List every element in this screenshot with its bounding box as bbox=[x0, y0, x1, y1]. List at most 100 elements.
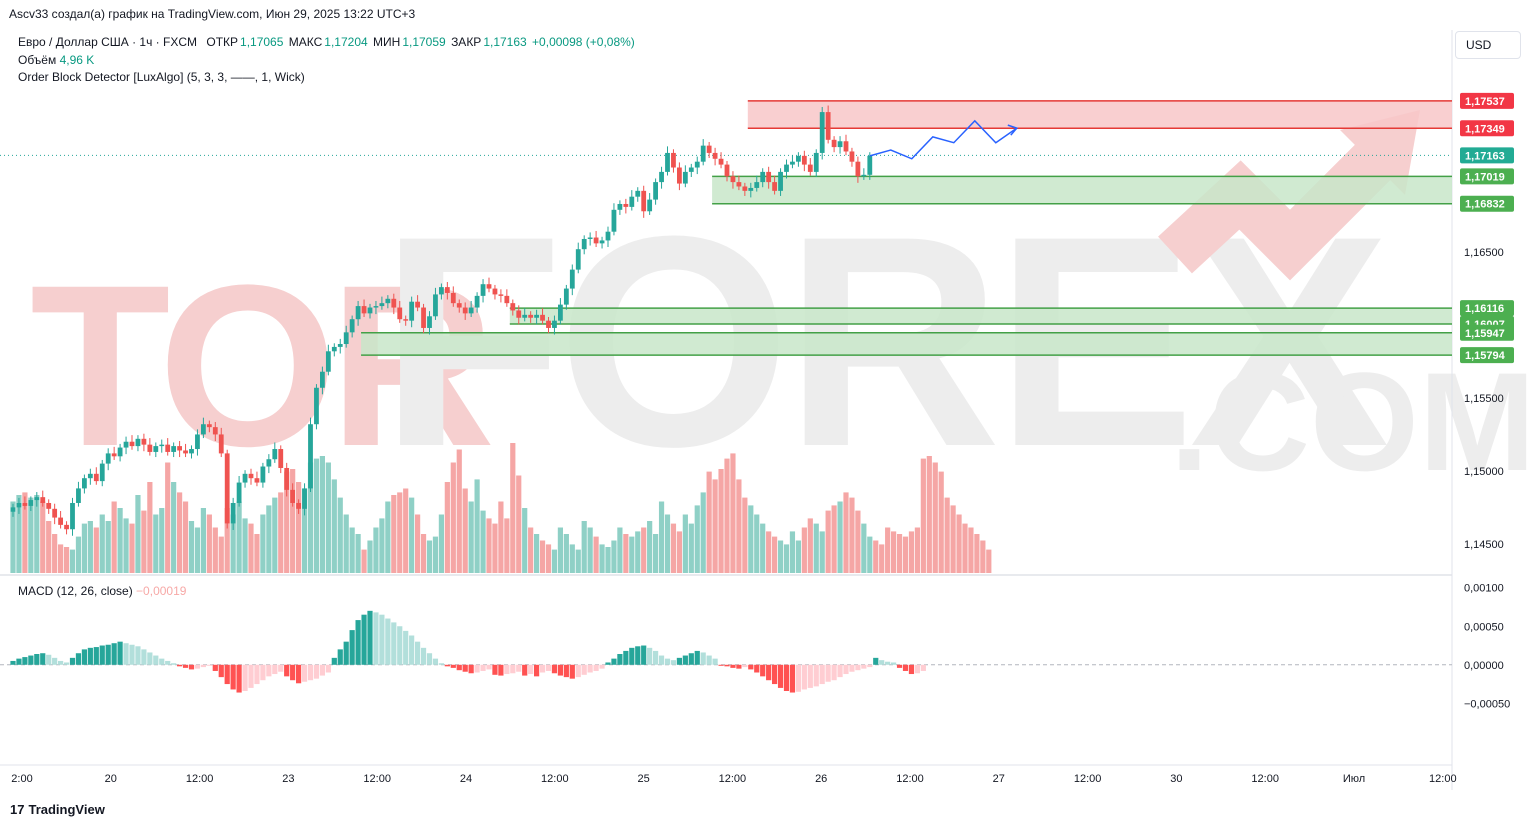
price-label-bg-3 bbox=[1460, 168, 1514, 185]
candle-body-84 bbox=[510, 303, 516, 311]
candle-body-99 bbox=[599, 240, 605, 244]
low-label: МИН bbox=[373, 35, 401, 49]
volume-bar-78 bbox=[474, 479, 480, 573]
macd-bar-83 bbox=[504, 664, 510, 675]
volume-bar-122 bbox=[736, 479, 742, 573]
candle-body-42 bbox=[260, 466, 266, 483]
candle-body-46 bbox=[284, 467, 290, 490]
macd-bar-70 bbox=[426, 653, 433, 665]
macd-bar-132 bbox=[795, 664, 801, 692]
volume-bar-61 bbox=[373, 527, 379, 573]
macd-bar-60 bbox=[367, 610, 373, 665]
volume-bar-90 bbox=[545, 544, 552, 573]
volume-bar-160 bbox=[962, 523, 968, 573]
macd-legend[interactable]: MACD (12, 26, close) −0,00019 bbox=[18, 584, 186, 598]
candle-body-125 bbox=[754, 182, 760, 188]
volume-bar-42 bbox=[260, 514, 266, 573]
candle-body-36 bbox=[224, 453, 230, 524]
indicator-legend[interactable]: Order Block Detector [LuxAlgo] (5, 3, 3,… bbox=[18, 70, 305, 84]
time-axis[interactable]: 2:00 20 12:00 23 12:00 24 12:00 25 12:00 26 12:00 2… bbox=[11, 773, 1456, 785]
symbol-legend[interactable]: Евро / Доллар США · 1ч · FXCM ОТКР 1,1706… bbox=[18, 35, 637, 49]
price-tick-3: 1,16500 bbox=[1464, 247, 1504, 259]
candle-body-59 bbox=[361, 306, 367, 314]
candle-body-27 bbox=[171, 446, 177, 452]
price-label-bg-7 bbox=[1460, 324, 1514, 341]
currency-button[interactable]: USD bbox=[1455, 31, 1521, 59]
macd-bar-71 bbox=[432, 658, 439, 665]
candle-body-88 bbox=[534, 314, 539, 318]
volume-legend[interactable]: Объём 4,96 K bbox=[18, 53, 94, 67]
candle-body-24 bbox=[153, 446, 159, 452]
macd-tick-0: 0,00100 bbox=[1464, 583, 1504, 595]
candle-body-51 bbox=[314, 387, 319, 425]
volume-bar-134 bbox=[807, 518, 813, 573]
candle-body-106 bbox=[641, 190, 647, 212]
volume-bar-21 bbox=[135, 495, 141, 573]
macd-bar-135 bbox=[813, 664, 819, 687]
volume-bar-28 bbox=[177, 492, 183, 573]
volume-bar-30 bbox=[188, 521, 195, 573]
volume-bar-151 bbox=[908, 531, 915, 573]
candle-body-94 bbox=[569, 269, 575, 289]
macd-value: −0,00019 bbox=[136, 584, 187, 598]
candle-body-83 bbox=[504, 295, 510, 304]
macd-bar-45 bbox=[278, 664, 284, 672]
candle-body-54 bbox=[331, 346, 337, 352]
macd-bar-43 bbox=[266, 664, 272, 677]
volume-bar-14 bbox=[93, 527, 99, 573]
macd-tick-3: −0,00050 bbox=[1464, 698, 1510, 710]
time-tick-4: 12:00 bbox=[363, 773, 391, 785]
macd-bar-86 bbox=[522, 664, 528, 676]
candle-body-58 bbox=[355, 306, 361, 320]
macd-bar-16 bbox=[105, 644, 111, 665]
macd-bar-44 bbox=[272, 664, 278, 675]
macd-bar-137 bbox=[825, 664, 831, 682]
macd-bar-106 bbox=[641, 645, 647, 665]
symbol-name[interactable]: Евро / Доллар США · 1ч · FXCM bbox=[18, 35, 198, 49]
candle-body-120 bbox=[724, 164, 730, 177]
macd-bar-130 bbox=[783, 664, 790, 691]
candle-body-124 bbox=[748, 187, 754, 191]
candle-body-61 bbox=[373, 306, 379, 308]
close-value: 1,17163 bbox=[483, 35, 527, 49]
macd-bar-46 bbox=[284, 664, 290, 677]
macd-bar-21 bbox=[135, 646, 141, 665]
price-axis[interactable]: 1,14500 1,15000 1,15500 1,16500 1,17537 1,173… bbox=[1460, 92, 1514, 710]
candle-body-80 bbox=[486, 284, 492, 289]
tradingview-logo[interactable]: 17 TradingView bbox=[10, 802, 105, 817]
candle-body-63 bbox=[385, 298, 391, 304]
macd-bar-51 bbox=[313, 664, 320, 679]
tradingview-brand: TradingView bbox=[28, 802, 105, 817]
candle-body-20 bbox=[129, 441, 135, 447]
volume-bar-91 bbox=[551, 549, 558, 573]
macd-bar-22 bbox=[141, 649, 147, 665]
price-label-3: 1,17019 bbox=[1465, 171, 1505, 183]
candle-body-3 bbox=[28, 500, 34, 506]
volume-bar-137 bbox=[825, 510, 831, 573]
candle-body-131 bbox=[790, 161, 795, 165]
macd-bar-74 bbox=[450, 664, 456, 668]
macd-bar-48 bbox=[296, 664, 302, 684]
macd-bar-50 bbox=[307, 664, 314, 681]
candle-body-138 bbox=[831, 139, 837, 148]
candle-body-144 bbox=[867, 155, 873, 175]
candle-body-76 bbox=[462, 307, 468, 314]
macd-bar-12 bbox=[81, 649, 87, 665]
volume-bar-32 bbox=[200, 508, 206, 573]
volume-bar-57 bbox=[349, 527, 355, 573]
macd-bar-62 bbox=[379, 614, 385, 665]
change-value: +0,00098 (+0,08%) bbox=[532, 35, 635, 49]
volume-bar-152 bbox=[914, 527, 920, 573]
volume-bar-115 bbox=[694, 505, 700, 573]
macd-bar-49 bbox=[301, 664, 308, 682]
volume-bar-133 bbox=[801, 527, 807, 573]
volume-bar-138 bbox=[831, 505, 837, 573]
volume-bar-72 bbox=[438, 514, 444, 573]
volume-bar-76 bbox=[462, 488, 468, 573]
macd-bar-8 bbox=[58, 660, 64, 665]
candle-body-18 bbox=[117, 447, 123, 457]
time-tick-1: 20 bbox=[105, 773, 117, 785]
low-value: 1,17059 bbox=[402, 35, 446, 49]
